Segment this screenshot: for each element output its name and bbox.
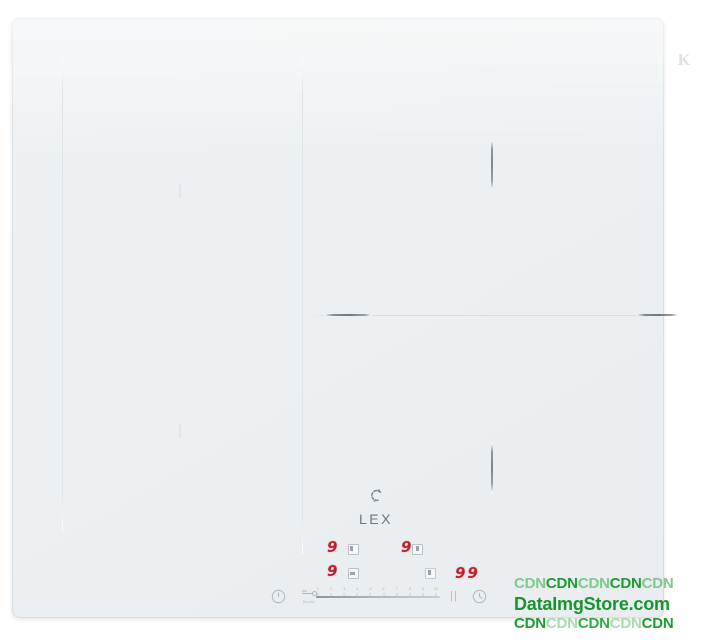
display-zone-front-left: 9 [327, 538, 338, 556]
timer-icon [472, 589, 486, 603]
slider-tick-mark [435, 593, 437, 596]
watermark-token: CDN [609, 575, 642, 592]
bridge-icon [425, 568, 436, 579]
slider-tick-mark [317, 593, 319, 596]
timer-button[interactable] [468, 586, 490, 606]
watermark-bottom-row: CDNCDNCDNCDNCDN [514, 614, 714, 634]
energy-class-mark-icon: K [677, 52, 691, 69]
slider-tick-label: 5 [369, 586, 372, 591]
brand-wordmark: LEX [359, 511, 393, 527]
pot-left-icon [348, 544, 359, 555]
boost-button[interactable]: Boost [296, 586, 322, 606]
watermark-top-row: CDNCDNCDNCDNCDN [514, 574, 714, 594]
slider-track[interactable] [316, 596, 440, 598]
flexi-zone-divider-cap-right [636, 314, 678, 316]
slider-tick-mark [422, 593, 424, 596]
slider-tick-mark [383, 593, 385, 596]
slider-tick-mark [369, 593, 371, 596]
glass-sheen-overlay [12, 18, 664, 158]
flexi-zone-divider [312, 315, 672, 316]
slider-tick-label: 9 [421, 586, 424, 591]
zone-mark-lower-left [179, 424, 181, 438]
slider-scale: 1 2 3 4 5 6 7 8 9 10 [316, 586, 440, 595]
flame-swirl-logo-icon [345, 488, 407, 510]
zone-divider-line-left [62, 54, 63, 532]
display-timer: 99 [455, 564, 480, 582]
watermark-token: CDN [641, 575, 674, 592]
boost-label: Boost [303, 598, 315, 604]
boost-icon [301, 589, 317, 596]
induction-cooktop-panel: K LEX 9 9 9 99 [12, 18, 690, 618]
slider-tick-label: 10 [433, 586, 439, 591]
watermark-token: CDN [514, 615, 546, 632]
slider-tick-label: 8 [408, 586, 411, 591]
brand-logo: LEX [345, 488, 407, 527]
display-zone-rear-right: 9 [401, 538, 412, 556]
touch-control-strip: Boost 1 2 3 4 5 6 7 8 9 10 || [264, 586, 494, 610]
pot-bottom-icon [348, 568, 359, 579]
flexi-zone-mark-lower [491, 443, 493, 493]
slider-tick-mark [343, 593, 345, 596]
watermark-site-name: DataImgStore.com [514, 594, 670, 614]
slider-tick-mark [409, 593, 411, 596]
slider-tick-label: 1 [316, 586, 320, 591]
watermark-token: CDN [545, 615, 578, 632]
watermark-token: CDN [609, 615, 642, 632]
watermark-token: CDN [514, 575, 546, 592]
power-level-slider[interactable]: 1 2 3 4 5 6 7 8 9 10 [316, 586, 440, 608]
slider-tick-label: 6 [382, 586, 385, 591]
slider-tick-mark [330, 593, 332, 596]
flexi-zone-mark-upper [491, 140, 493, 190]
slider-tick-mark [396, 593, 398, 596]
display-zone-front-right: 9 [327, 562, 338, 580]
watermark-token: CDN [545, 575, 578, 592]
watermark: CDNCDNCDNCDNCDN DataImgStore.com CDNCDNC… [514, 574, 714, 634]
pause-button[interactable]: || [450, 590, 458, 602]
slider-tick-label: 2 [329, 586, 333, 591]
zone-mark-upper-left [179, 184, 181, 198]
watermark-token: CDN [641, 615, 674, 632]
flexi-zone-divider-cap-left [324, 314, 372, 316]
watermark-token: CDN [577, 615, 610, 632]
slider-tick-mark [356, 593, 358, 596]
watermark-token: CDN [577, 575, 610, 592]
pot-right-icon [412, 544, 423, 555]
power-icon [271, 589, 285, 603]
power-button[interactable] [268, 586, 288, 606]
zone-divider-line-middle [302, 54, 303, 554]
slider-tick-label: 4 [356, 586, 359, 591]
slider-tick-label: 3 [343, 586, 346, 591]
slider-tick-label: 7 [395, 586, 398, 591]
